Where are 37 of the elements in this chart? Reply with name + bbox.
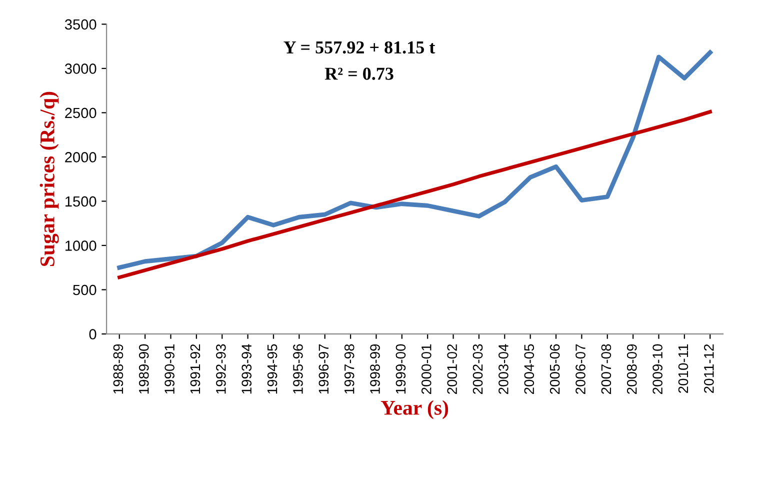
x-tick-label: 1997-98 <box>344 344 354 394</box>
x-tick-label: 1994-95 <box>267 344 278 394</box>
x-tick-label: 1992-93 <box>216 344 226 394</box>
x-tick-label: 2000-01 <box>421 344 432 394</box>
y-tick-label: 2500 <box>65 108 96 118</box>
x-tick-label: 2001-02 <box>447 344 457 394</box>
x-tick-label: 2011-12 <box>704 344 714 393</box>
x-tick-label: 2008-09 <box>626 344 637 394</box>
x-tick-label: 1999-00 <box>396 344 406 394</box>
y-tick-label: 1000 <box>65 240 96 251</box>
x-tick-label: 2010-11 <box>678 344 688 393</box>
y-tick-label: 500 <box>73 284 96 296</box>
x-tick-label: 1990-91 <box>164 344 174 394</box>
y-tick-label: 2000 <box>65 152 96 162</box>
y-axis-title: Sugar prices (Rs./q) <box>40 92 59 266</box>
x-tick-label: 2006-07 <box>576 344 586 394</box>
x-tick-label: 2005-06 <box>550 344 560 394</box>
x-axis-title: Year (s) <box>380 400 448 420</box>
x-tick-label: 1989-90 <box>138 344 149 394</box>
annotation: Y = 557.92 + 81.15 t <box>284 41 436 54</box>
x-tick-label: 2004-05 <box>524 344 534 394</box>
annotation: R² = 0.73 <box>324 68 394 80</box>
x-tick-label: 2002-03 <box>472 344 483 394</box>
y-tick-label: 1500 <box>65 196 96 207</box>
y-tick-label: 3000 <box>64 64 96 74</box>
x-tick-label: 2009-10 <box>652 344 662 394</box>
x-tick-label: 2003-04 <box>498 344 508 394</box>
y-tick-label: 0 <box>89 329 96 340</box>
line-series <box>118 110 712 280</box>
x-tick-label: 1995-96 <box>293 344 303 394</box>
x-tick-label: 2007-08 <box>601 344 612 394</box>
y-tick-label: 3500 <box>64 19 96 30</box>
x-tick-label: 1993-94 <box>242 344 252 394</box>
x-tick-label: 1996-97 <box>318 344 329 394</box>
x-tick-label: 1991-92 <box>190 344 200 394</box>
x-tick-label: 1998-99 <box>370 344 380 394</box>
x-tick-label: 1988-89 <box>113 344 124 394</box>
